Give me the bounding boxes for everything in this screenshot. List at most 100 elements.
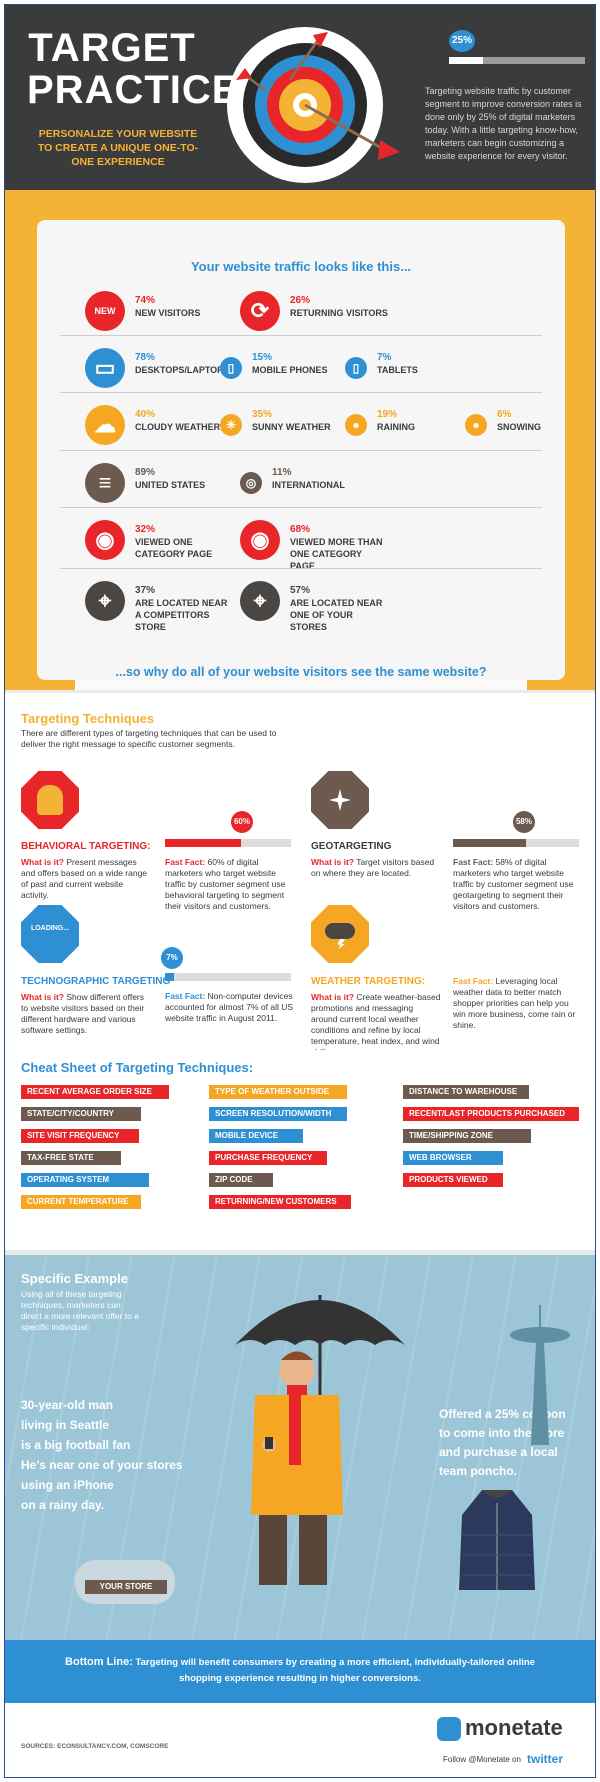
man-with-umbrella-illustration [235, 1295, 405, 1585]
traffic-stat-value: 15% [252, 352, 273, 363]
example-person-line: He’s near one of your stores [21, 1458, 183, 1472]
behavioral-icon [21, 771, 79, 829]
techno-badge: 7% [161, 947, 183, 969]
traffic-stat-value: 40% [135, 409, 156, 420]
traffic-stat-value: 35% [252, 409, 273, 420]
example-person-description: 30-year-old man living in Seattle is a big… [21, 1395, 191, 1515]
traffic-stat-value: 11% [272, 467, 292, 478]
traffic-stat-value: 74% [135, 295, 156, 306]
traffic-stat-value: 37% [135, 585, 156, 596]
bottom-line-body: Targeting will benefit consumers by crea… [135, 1657, 535, 1684]
traffic-stat-label: MOBILE PHONES [252, 365, 328, 375]
cheat-sheet-tag: PURCHASE FREQUENCY [209, 1151, 327, 1165]
traffic-stat-value: 6% [497, 409, 512, 420]
traffic-stat-label: SUNNY WEATHER [252, 422, 331, 432]
storm-cloud-icon [311, 905, 369, 963]
brand-name: monetate [465, 1715, 563, 1740]
map-pin-large-icon: ⌖ [240, 581, 280, 621]
techno-what-label: What is it? [21, 992, 64, 1002]
weather-fact: Fast Fact: Leveraging local weather data… [453, 976, 583, 1031]
traffic-stat-label: TABLETS [377, 365, 418, 375]
techno-title: TECHNOGRAPHIC TARGETING [21, 976, 171, 987]
stat-description: Targeting website traffic by customer se… [425, 86, 582, 161]
traffic-stat-label: DESKTOPS/LAPTOPS [135, 365, 230, 375]
cloud-icon: ☁ [85, 405, 125, 445]
traffic-stat-value: 26% [290, 295, 311, 306]
stat-bar-fill [449, 57, 483, 64]
cheat-sheet-tag: SITE VISIT FREQUENCY [21, 1129, 139, 1143]
cheat-sheet-tag: CURRENT TEMPERATURE [21, 1195, 141, 1209]
follow-text: Follow @Monetate on [443, 1755, 521, 1764]
traffic-row-divider [60, 507, 542, 508]
mobile-icon: ▯ [220, 357, 242, 379]
eye-icon: ◉ [85, 520, 125, 560]
eye-large-icon: ◉ [240, 520, 280, 560]
techno-fact-text: Non-computer devices accounted for almos… [165, 991, 294, 1023]
traffic-stat-value: 7% [377, 352, 392, 363]
bottom-line: Bottom Line: Targeting will benefit cons… [5, 1640, 595, 1703]
geo-what-text: Target visitors based on where they are … [311, 857, 435, 878]
example-person-line: on a rainy day. [21, 1498, 105, 1512]
traffic-question: ...so why do all of your website visitor… [115, 665, 487, 679]
traffic-stat-label: NEW VISITORS [135, 308, 201, 318]
footer: SOURCES: ECONSULTANCY.COM, COMSCORE mone… [5, 1703, 595, 1777]
weather-title: WEATHER TARGETING: [311, 976, 426, 987]
geo-fact-label: Fast Fact: [453, 857, 494, 867]
traffic-stat-label: ARE LOCATED NEAR ONE OF YOUR STORES [290, 598, 383, 632]
poncho-jacket-icon [459, 1490, 535, 1590]
sources: SOURCES: ECONSULTANCY.COM, COMSCORE [21, 1743, 169, 1750]
cheat-sheet-tag: OPERATING SYSTEM [21, 1173, 149, 1187]
behavioral-badge: 60% [231, 811, 253, 833]
twitter-logo[interactable]: twitter [527, 1752, 563, 1766]
traffic-row-divider [60, 335, 542, 336]
cheat-sheet-tag: RETURNING/NEW CUSTOMERS [209, 1195, 351, 1209]
traffic-stat-label: RETURNING VISITORS [290, 308, 388, 318]
behavioral-fact-text: 60% of digital marketers who target webs… [165, 857, 286, 911]
geo-badge: 58% [513, 811, 535, 833]
snow-icon: ● [465, 414, 487, 436]
techniques-title: Targeting Techniques [21, 711, 155, 726]
geo-bar-fill [453, 839, 527, 847]
example-person-line: is a big football fan [21, 1438, 131, 1452]
store-label: YOUR STORE [85, 1580, 167, 1594]
globe-icon: ◎ [240, 472, 262, 494]
traffic-stat-value: 89% [135, 467, 156, 478]
cheat-sheet-section: Cheat Sheet of Targeting Techniques: REC… [5, 1050, 595, 1250]
example-person-line: using an iPhone [21, 1478, 114, 1492]
traffic-stat-label: ARE LOCATED NEAR A COMPETITORS STORE [135, 598, 228, 632]
techno-bar-track [165, 973, 291, 981]
dartboard-illustration [227, 27, 400, 183]
techniques-section: Targeting Techniques There are different… [5, 693, 595, 1073]
stat-badge: 25% [449, 30, 475, 52]
traffic-stat-value: 78% [135, 352, 156, 363]
traffic-row-divider [60, 568, 542, 569]
cheat-sheet-tag: RECENT/LAST PRODUCTS PURCHASED [403, 1107, 579, 1121]
traffic-stat-label: VIEWED ONE CATEGORY PAGE [135, 537, 213, 559]
example-offer-line: and purchase a local [439, 1445, 558, 1459]
traffic-stats: NEW 74% NEW VISITORS ⟳ 26% RETURNING VISITORS… [5, 5, 595, 705]
techniques-intro: There are different types of targeting t… [21, 728, 277, 749]
cheat-sheet-tag: TYPE OF WEATHER OUTSIDE [209, 1085, 347, 1099]
traffic-stat-label: INTERNATIONAL [272, 480, 345, 490]
behavioral-fact: Fast Fact: 60% of digital marketers who … [165, 857, 295, 912]
behavioral-fact-label: Fast Fact: [165, 857, 206, 867]
loading-icon: LOADING... [21, 905, 79, 963]
space-needle-icon [510, 1305, 570, 1445]
example-person-line: living in Seattle [21, 1418, 110, 1432]
us-flag-icon: ≡ [85, 463, 125, 503]
example-title: Specific Example [21, 1271, 128, 1286]
title-line-1: TARGET [28, 26, 196, 70]
geo-title: GEOTARGETING [311, 841, 392, 852]
weather-fact-text: Leveraging local weather data to better … [453, 976, 576, 1030]
traffic-stat-value: 19% [377, 409, 398, 420]
cheat-sheet-tag: MOBILE DEVICE [209, 1129, 303, 1143]
new-icon: NEW [85, 291, 125, 331]
cheat-sheet-title: Cheat Sheet of Targeting Techniques: [21, 1060, 254, 1075]
techno-what-text: Show different offers to website visitor… [21, 992, 145, 1035]
techno-bar-fill [165, 973, 174, 981]
cheat-sheet-tag: STATE/CITY/COUNTRY [21, 1107, 141, 1121]
weather-what: What is it? Create weather-based promoti… [311, 992, 441, 1058]
traffic-row-divider [60, 450, 542, 451]
infographic: TARGET PRACTICE PERSONALIZE YOUR WEBSITE … [4, 4, 596, 1778]
geo-fact-text: 58% of digital marketers who target webs… [453, 857, 574, 911]
